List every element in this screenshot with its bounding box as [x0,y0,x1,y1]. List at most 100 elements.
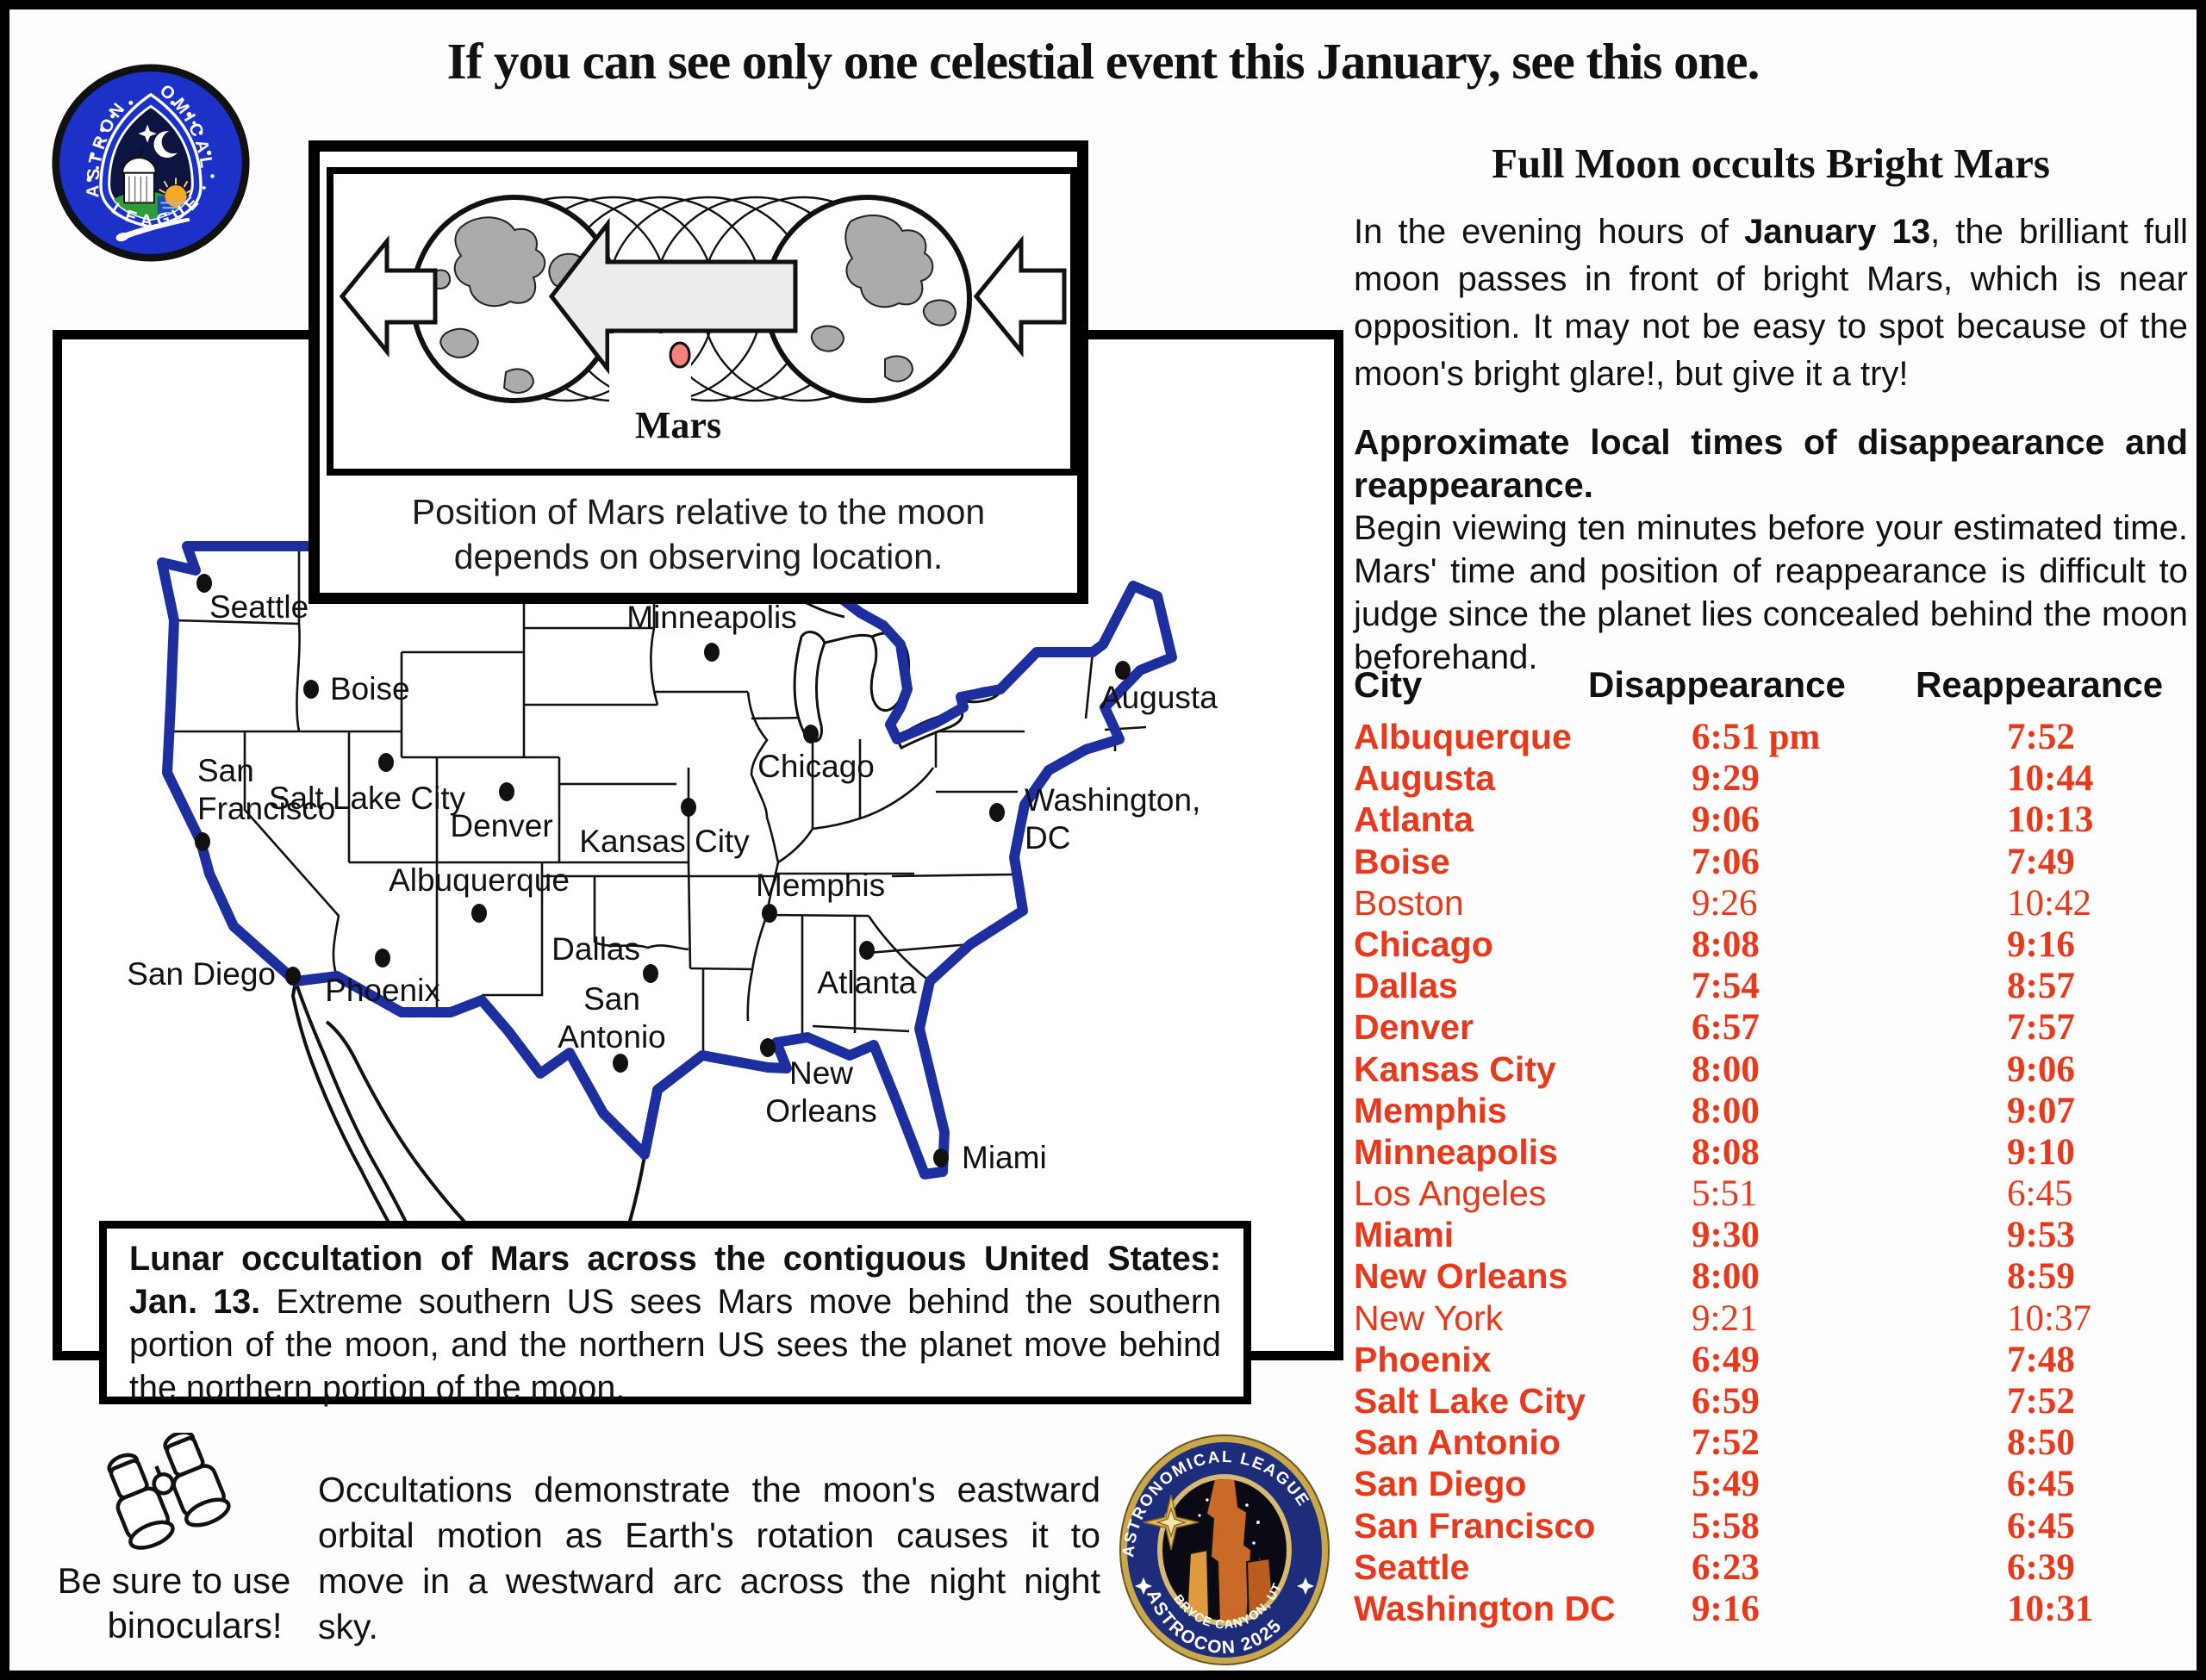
observatory-icon [122,149,157,204]
city-dot [375,949,390,968]
city-dot [285,967,301,986]
city-label: New [789,1055,853,1091]
times-table-header: City Disappearance Reappearance [1354,664,2188,716]
city-marker-san-diego: San Diego [127,956,301,992]
binoculars-note: Be sure to use binoculars! [41,1559,308,1648]
table-row: New Orleans 8:00 8:59 [1354,1255,2188,1297]
crescent-moon-icon [153,131,178,159]
row-city: Albuquerque [1354,717,1572,756]
row-city: Atlanta [1354,800,1474,840]
row-reappearance: 9:06 [2007,1048,2075,1090]
row-disappearance: 6:23 [1692,1546,1760,1588]
city-label: Orleans [765,1093,877,1129]
table-row: Washington DC 9:16 10:31 [1354,1588,2188,1629]
city-dot [859,941,875,960]
table-row: Salt Lake City 6:59 7:52 [1354,1380,2188,1422]
city-label: Chicago [757,749,875,784]
city-dot [643,964,658,983]
table-row: Denver 6:57 7:57 [1354,1006,2188,1048]
us-border-outline [157,531,1177,1179]
inset-caption-line1: Position of Mars relative to the moon [411,492,986,532]
row-city: Los Angeles [1354,1173,1547,1214]
p1-lead: In the evening hours of [1354,213,1745,251]
row-disappearance: 8:08 [1692,1131,1760,1173]
us-map: SeattleBoiseMinneapolisSanFranciscoSalt … [127,531,1218,1265]
table-row: Dallas 7:54 8:57 [1354,965,2188,1006]
middle-arrow-icon [548,217,798,376]
row-reappearance: 8:50 [2007,1422,2075,1464]
table-row: Phoenix 6:49 7:48 [1354,1339,2188,1380]
map-caption: Lunar occultation of Mars across the con… [129,1237,1221,1409]
comet-icon [115,217,190,242]
city-dot [499,782,514,801]
moon-diagram: Mars [339,195,1067,446]
row-disappearance: 9:06 [1692,800,1760,841]
row-reappearance: 10:44 [2007,758,2094,800]
row-reappearance: 6:39 [2007,1546,2075,1588]
city-label: San Diego [127,956,276,992]
row-reappearance: 9:10 [2007,1131,2075,1173]
moon-right [763,195,972,403]
article-column: Full Moon occults Bright Mars In the eve… [1354,139,2188,679]
row-disappearance: 9:26 [1692,882,1758,924]
row-disappearance: 6:59 [1692,1381,1760,1422]
row-city: Memphis [1354,1090,1507,1130]
row-city: New York [1354,1297,1504,1338]
row-disappearance: 9:29 [1692,758,1760,800]
city-marker-phoenix: Phoenix [325,949,440,1008]
row-city: Minneapolis [1354,1131,1558,1172]
times-table: City Disappearance Reappearance Albuquer… [1354,664,2188,1629]
cities-layer: SeattleBoiseMinneapolisSanFranciscoSalt … [127,574,1218,1175]
row-disappearance: 5:49 [1692,1464,1760,1505]
city-dot [378,753,394,772]
city-dot [933,1148,949,1167]
city-marker-dallas: Dallas [552,931,658,983]
row-city: Washington DC [1354,1588,1616,1628]
city-dot [471,904,487,923]
row-city: Miami [1354,1215,1455,1255]
city-label: Miami [962,1140,1047,1175]
row-city: Dallas [1354,966,1458,1006]
row-city: New Orleans [1354,1256,1568,1297]
row-reappearance: 9:53 [2007,1215,2075,1256]
row-disappearance: 7:54 [1692,966,1760,1007]
row-city: Salt Lake City [1354,1381,1586,1421]
row-reappearance: 7:52 [2007,1381,2075,1422]
row-reappearance: 10:42 [2007,882,2091,924]
table-row: Atlanta 9:06 10:13 [1354,799,2188,840]
astronomical-league-logo-icon: ASTRON OMICAL LEAGUE [52,64,250,262]
article-heading: Full Moon occults Bright Mars [1492,140,2050,187]
table-row: Seattle 6:23 6:39 [1354,1546,2188,1588]
logo-stars [86,100,215,190]
city-marker-atlanta: Atlanta [817,941,917,1000]
row-reappearance: 8:57 [2007,966,2075,1007]
gold-star-icon [1143,1494,1200,1551]
map-caption-rest: Extreme southern US sees Mars move behin… [129,1283,1221,1407]
hoodoo-rock-center [1205,1479,1253,1621]
table-row: New York 9:21 10:37 [1354,1297,2188,1339]
row-reappearance: 9:16 [2007,924,2075,965]
occultation-note: Occultations demonstrate the moon's east… [318,1470,1100,1646]
city-dot [681,798,696,817]
sun-icon [165,185,187,208]
table-row: Kansas City 8:00 9:06 [1354,1048,2188,1090]
left-arrow-icon [339,234,438,358]
row-city: Denver [1354,1007,1474,1048]
city-marker-washington-dc: Washington,DC [989,782,1200,856]
binoculars-note-line2: binoculars! [107,1605,283,1646]
row-city: Chicago [1354,924,1493,964]
astrocon-logo: BRYCE CANYON, UT ASTRONOMICAL LEAGUE AST… [1118,1433,1331,1667]
city-dot [196,574,212,593]
hoodoo-rock-left [1185,1548,1211,1621]
table-row: Albuquerque 6:51 pm 7:52 [1354,716,2188,757]
right-arrow-icon [973,234,1067,358]
row-reappearance: 6:45 [2007,1505,2075,1546]
row-city: Boston [1354,882,1464,923]
city-label: Augusta [1100,680,1218,715]
row-reappearance: 7:57 [2007,1007,2075,1048]
row-city: San Diego [1354,1464,1527,1504]
row-city: Augusta [1354,758,1495,799]
table-row: Minneapolis 8:08 9:10 [1354,1131,2188,1173]
table-row: San Francisco 5:58 6:45 [1354,1505,2188,1546]
